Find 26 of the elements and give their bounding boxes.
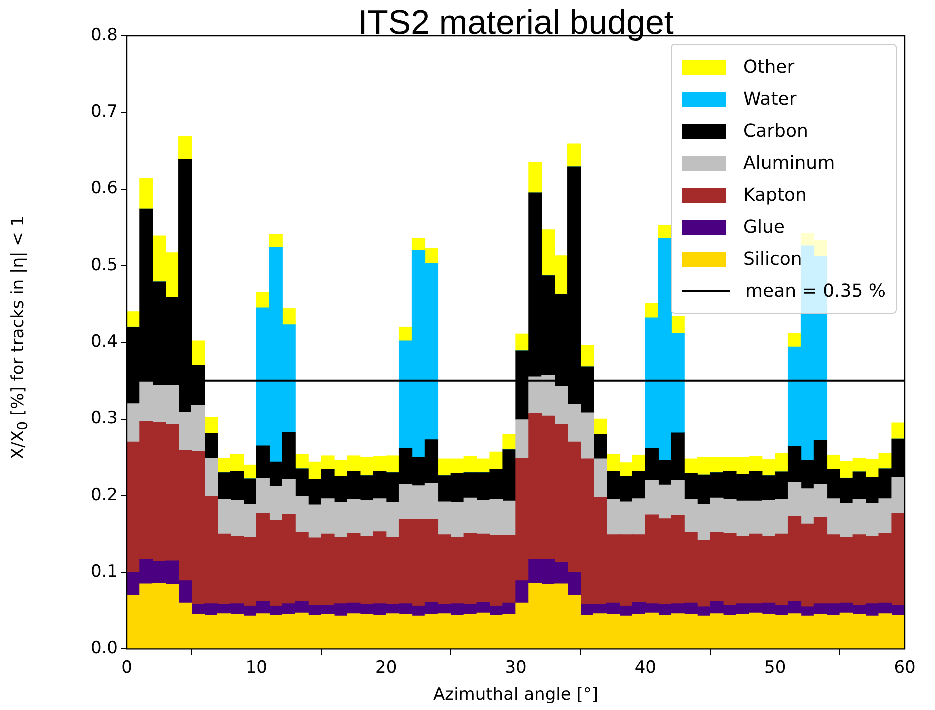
y-tick-label: 0.0 [90, 638, 118, 659]
legend-label: Other [744, 56, 795, 78]
y-tick-label: 0.7 [90, 102, 118, 122]
legend-label: Kapton [744, 184, 807, 206]
chart-title: ITS2 material budget [357, 4, 675, 43]
legend-label: Glue [744, 216, 785, 238]
y-tick-label: 0.6 [90, 178, 118, 199]
y-tick-label: 0.2 [90, 485, 118, 506]
x-tick-label: 20 [376, 658, 398, 678]
x-tick-label: 10 [246, 658, 268, 678]
x-axis-title: Azimuthal angle [°] [434, 685, 598, 706]
y-tick-label: 0.8 [90, 25, 118, 46]
legend-label: Water [744, 88, 797, 110]
y-tick-label: 0.1 [90, 562, 118, 582]
x-tick-label: 0 [122, 658, 132, 678]
legend-label: Aluminum [744, 152, 836, 174]
x-tick-label: 40 [634, 658, 656, 678]
legend-label: Silicon [744, 248, 802, 270]
legend-label: mean = 0.35 % [746, 280, 886, 302]
legend-label: Carbon [744, 120, 808, 142]
y-tick-label: 0.3 [90, 408, 118, 429]
x-tick-label: 50 [764, 658, 786, 678]
y-tick-label: 0.5 [90, 255, 118, 276]
x-tick-label: 60 [894, 658, 916, 678]
x-tick-label: 30 [505, 658, 527, 678]
y-tick-label: 0.4 [90, 332, 118, 352]
